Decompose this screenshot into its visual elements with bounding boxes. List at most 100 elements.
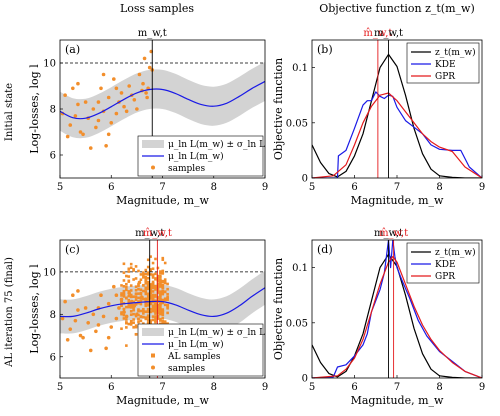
y-tick-label: 0.05	[286, 118, 308, 129]
sample-point	[137, 280, 142, 285]
al-sample-point	[144, 275, 148, 279]
al-sample-point	[159, 312, 162, 316]
al-sample-point	[144, 268, 148, 272]
al-sample-point	[125, 318, 128, 321]
al-sample-point	[142, 289, 145, 293]
al-sample-point	[129, 295, 133, 299]
al-sample-point	[163, 320, 167, 323]
al-sample-point	[134, 295, 138, 299]
al-sample-point	[151, 298, 155, 301]
al-sample-point	[149, 307, 152, 311]
legend: z_t(m_w) KDE GPR	[406, 42, 480, 84]
al-sample-point	[120, 300, 123, 304]
al-sample-point	[132, 300, 135, 304]
al-sample-point	[149, 255, 152, 258]
al-sample-point	[149, 284, 152, 288]
y-tick-label: 0	[302, 374, 308, 385]
sample-point	[73, 114, 78, 118]
al-sample-point	[127, 298, 131, 302]
plot-area	[60, 240, 265, 378]
y-tick-label: 10	[43, 267, 56, 278]
panel-a: 5 6 7 8 9 6 8 10 Magnitude, m_w Log-losses, log l…	[28, 28, 268, 207]
y-axis-label: Log-losses, log l	[28, 264, 41, 354]
al-sample-point	[161, 317, 165, 320]
sample-point	[122, 310, 126, 314]
al-sample-point	[132, 318, 135, 321]
al-sample-point	[154, 312, 157, 315]
al-sample-point	[151, 309, 155, 313]
al-sample-point	[125, 282, 128, 286]
al-sample-point	[161, 258, 165, 261]
sample-point	[114, 293, 119, 298]
al-sample-point	[125, 274, 128, 278]
al-sample-point	[149, 300, 152, 304]
x-tick-label: 9	[262, 382, 268, 393]
al-sample-point	[151, 282, 155, 285]
al-sample-point	[132, 278, 135, 281]
y-axis-label: Objective function	[272, 258, 285, 360]
al-sample-point	[156, 282, 160, 286]
al-sample-point	[146, 316, 150, 319]
al-sample-point	[146, 297, 150, 301]
y-tick-label: 6	[50, 352, 56, 363]
y-tick-label: 10	[43, 59, 56, 70]
al-sample-point	[132, 269, 135, 272]
al-sample-point	[120, 304, 123, 307]
al-sample-point	[161, 298, 165, 302]
sample-point	[106, 95, 111, 100]
al-sample-point	[134, 285, 138, 288]
legend-swatch-samples	[151, 165, 155, 170]
legend-label: AL samples	[167, 352, 221, 362]
top-marker-label-1: m_w,t	[374, 28, 403, 39]
al-sample-point	[149, 294, 152, 298]
sample-point	[117, 306, 121, 310]
al-sample-point	[166, 306, 169, 310]
x-axis-label: Magnitude, m_w	[116, 194, 209, 207]
al-sample-point	[161, 321, 165, 325]
sample-point	[140, 295, 144, 300]
al-sample-point	[139, 288, 143, 292]
x-tick-label: 9	[262, 182, 268, 193]
al-sample-point	[166, 287, 169, 291]
legend-label: GPR	[435, 272, 455, 282]
sample-point	[68, 123, 73, 127]
al-sample-point	[142, 273, 145, 277]
al-sample-point	[137, 308, 140, 311]
x-tick-label: 7	[159, 182, 165, 193]
y-tick-label: 6	[50, 151, 56, 162]
sample-point	[96, 323, 101, 327]
al-sample-point	[142, 276, 145, 279]
sample-point	[96, 118, 101, 123]
al-sample-point	[161, 292, 165, 296]
sample-point	[119, 91, 124, 95]
al-sample-point	[125, 288, 128, 292]
al-sample-point	[129, 321, 133, 325]
x-tick-label: 5	[309, 382, 315, 393]
al-sample-point	[154, 293, 157, 297]
al-sample-point	[151, 304, 155, 307]
al-sample-point	[154, 306, 157, 310]
al-sample-point	[120, 311, 123, 314]
al-sample-point	[166, 322, 169, 325]
legend-label: samples	[168, 164, 205, 174]
al-sample-point	[129, 266, 133, 270]
al-sample-point	[137, 300, 140, 303]
legend-label: μ_ln L(m_w) ± σ_ln L	[168, 327, 265, 338]
al-sample-point	[151, 280, 155, 284]
al-sample-point	[161, 319, 165, 323]
legend-label: z_t(m_w)	[435, 47, 476, 58]
al-sample-point	[142, 297, 145, 301]
sample-point	[101, 72, 106, 77]
al-sample-point	[151, 276, 155, 279]
series-gpr	[312, 92, 482, 178]
x-tick-label: 8	[211, 182, 217, 193]
top-marker-label-1: m̂_w,t	[143, 228, 172, 239]
al-sample-point	[132, 321, 135, 324]
al-sample-point	[159, 284, 162, 288]
sample-point	[81, 132, 85, 137]
al-sample-point	[154, 277, 157, 281]
al-sample-point	[149, 319, 152, 322]
al-sample-point	[132, 295, 135, 299]
al-sample-point	[156, 280, 160, 283]
